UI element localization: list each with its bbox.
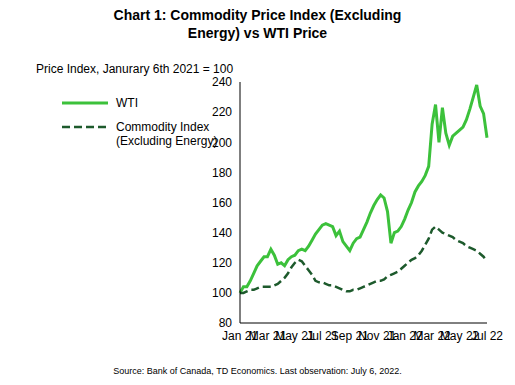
svg-text:100: 100 (212, 286, 232, 300)
html-text:(Excluding Energy): (Excluding Energy) (116, 134, 218, 148)
svg-text:200: 200 (212, 136, 232, 150)
svg-text:Mar 22: Mar 22 (413, 328, 451, 343)
svg-text:140: 140 (212, 226, 232, 240)
svg-text:Jul 21: Jul 21 (306, 328, 339, 343)
svg-text:Jan 21: Jan 21 (222, 328, 258, 343)
svg-text:May 21: May 21 (275, 328, 315, 343)
html-text:Source: Bank of Canada, TD Eco: Source: Bank of Canada, TD Economics. La… (113, 366, 402, 376)
svg-text:220: 220 (212, 105, 232, 119)
svg-text:180: 180 (212, 166, 232, 180)
html-text:Price Index, Janurary 6th 2021: Price Index, Janurary 6th 2021 = 100 (36, 62, 234, 76)
svg-text:120: 120 (212, 256, 232, 270)
svg-text:May 22: May 22 (439, 328, 480, 343)
svg-text:Mar 21: Mar 21 (248, 328, 287, 343)
svg-text:80: 80 (219, 316, 233, 330)
svg-text:160: 160 (212, 196, 232, 210)
html-text:WTI: WTI (116, 96, 138, 110)
html-text:Commodity Index: Commodity Index (116, 120, 210, 134)
svg-text:Sep 21: Sep 21 (330, 328, 369, 343)
svg-text:240: 240 (212, 75, 232, 89)
html-text:Chart 1: Commodity Price Index: Chart 1: Commodity Price Index (Excludin… (113, 7, 402, 41)
svg-text:Jan 22: Jan 22 (386, 328, 423, 343)
svg-text:Nov 21: Nov 21 (358, 328, 397, 343)
svg-text:Jul 22: Jul 22 (471, 329, 503, 343)
